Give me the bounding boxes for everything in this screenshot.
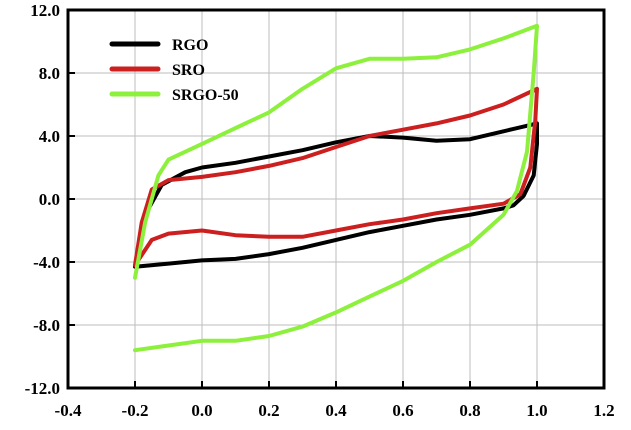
x-tick-label: -0.4: [55, 401, 82, 420]
legend-label: RGO: [172, 37, 208, 54]
y-tick-label: -8.0: [33, 316, 60, 335]
x-tick-label: 0.6: [392, 401, 413, 420]
y-tick-label: -12.0: [25, 379, 60, 398]
series-line-srgo-50: [133, 23, 539, 353]
legend: RGO SRO SRGO-50: [109, 37, 239, 104]
series-group: [133, 23, 539, 353]
legend-label: SRO: [172, 62, 205, 79]
y-tick-label: 0.0: [39, 190, 60, 209]
x-tick-label: 0.0: [191, 401, 212, 420]
x-tick-label: 0.4: [325, 401, 347, 420]
x-tick-label: 1.2: [593, 401, 614, 420]
y-tick-label: 12.0: [30, 1, 60, 20]
y-tick-label: -4.0: [33, 253, 60, 272]
x-tick-label: 0.2: [258, 401, 279, 420]
y-tick-label: 4.0: [39, 127, 60, 146]
y-tick-label: 8.0: [39, 64, 60, 83]
tick-marks: [67, 9, 605, 389]
series-line-rgo: [133, 121, 539, 269]
x-tick-label: -0.2: [122, 401, 149, 420]
x-tick-labels: -0.4 -0.2 0.0 0.2 0.4 0.6 0.8 1.0 1.2: [55, 401, 615, 420]
x-tick-label: 1.0: [526, 401, 547, 420]
y-tick-labels: -12.0 -8.0 -4.0 0.0 4.0 8.0 12.0: [25, 1, 60, 398]
legend-label: SRGO-50: [172, 87, 239, 104]
x-tick-label: 0.8: [459, 401, 480, 420]
series-line-sro: [133, 86, 539, 268]
